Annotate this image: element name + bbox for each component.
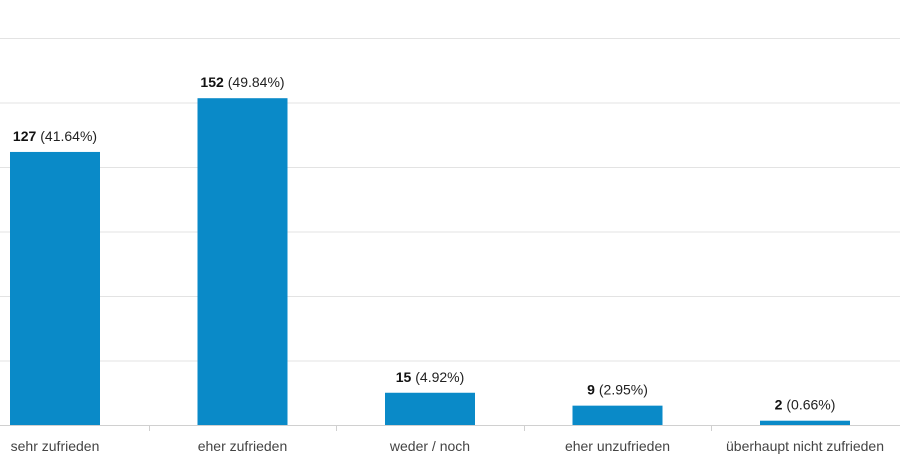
data-labels: 127 (41.64%)152 (49.84%)15 (4.92%)9 (2.95%)2… [13, 74, 836, 413]
data-label-percent: (4.92%) [415, 369, 464, 385]
bars [10, 98, 850, 425]
data-label-count: 9 [587, 382, 595, 398]
bar [572, 405, 663, 425]
bar [197, 98, 288, 425]
data-label-percent: (0.66%) [786, 397, 835, 413]
data-label: 9 (2.95%) [587, 382, 648, 398]
data-label-count: 15 [396, 369, 412, 385]
bar [760, 420, 850, 425]
bar [385, 392, 475, 425]
data-label-count: 127 [13, 128, 37, 144]
data-label: 152 (49.84%) [200, 74, 284, 90]
category-label: weder / noch [389, 438, 470, 454]
data-label: 15 (4.92%) [396, 369, 465, 385]
data-label-percent: (2.95%) [599, 382, 648, 398]
category-label: sehr zufrieden [11, 438, 100, 454]
data-label-percent: (41.64%) [40, 128, 97, 144]
grid-lines [0, 38, 900, 431]
data-label: 2 (0.66%) [775, 397, 836, 413]
data-label-count: 152 [200, 74, 224, 90]
category-label: überhaupt nicht zufrieden [726, 438, 884, 454]
category-label: eher zufrieden [198, 438, 288, 454]
data-label-percent: (49.84%) [228, 74, 285, 90]
bar [10, 151, 100, 425]
data-label: 127 (41.64%) [13, 128, 97, 144]
category-labels: sehr zufrieden eher zufrieden weder / noch… [11, 438, 884, 454]
category-label: eher unzufrieden [565, 438, 670, 454]
data-label-count: 2 [775, 397, 783, 413]
